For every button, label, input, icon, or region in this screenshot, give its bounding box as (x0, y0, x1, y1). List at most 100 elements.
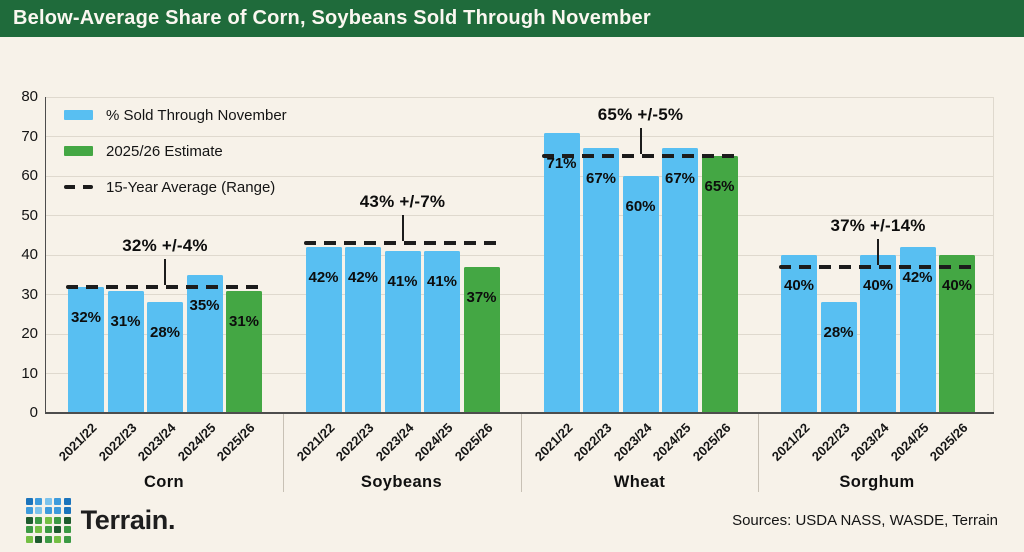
x-tick-text: 2022/23 (808, 420, 853, 464)
bar-corn-2024-25: 35% (186, 274, 223, 413)
bar-wheat-2021-22: 71% (543, 132, 580, 413)
logo-dot (26, 507, 33, 515)
bar-wheat-2023-24: 60% (622, 176, 659, 413)
bar-value-label: 40% (941, 277, 973, 294)
group-label-sorghum: Sorghum (839, 473, 915, 491)
plot-area: 32% 2021/22 31% 2022/23 28% 2023/24 35% 2024/25… (44, 96, 994, 464)
legend-label-estimate: 2025/26 Estimate (106, 142, 223, 160)
logo-dot (63, 507, 71, 515)
logo-dot (54, 526, 62, 534)
chart-title: Below-Average Share of Corn, Soybeans So… (13, 7, 651, 29)
annotation-connector (401, 215, 404, 242)
bar-value-label: 40% (783, 277, 815, 294)
logo-dot (54, 516, 62, 524)
average-annotation-soybeans: 43% +/-7% (359, 192, 446, 212)
average-annotation-sorghum: 37% +/-14% (830, 215, 926, 235)
average-line-wheat (541, 154, 740, 159)
bar-wheat-2025-26: 65% (701, 156, 738, 413)
gridline-10 (46, 373, 993, 374)
y-tick-label-20: 20 (21, 325, 38, 342)
legend-swatch-blue (64, 110, 93, 120)
logo-dot (54, 535, 62, 543)
gridline-60 (46, 175, 993, 177)
logo-dot (54, 507, 62, 515)
bar-corn-2021-22: 32% (68, 286, 104, 413)
x-tick-text: 2022/23 (332, 420, 377, 464)
x-tick-text: 2022/23 (95, 420, 140, 464)
y-tick-label-40: 40 (21, 246, 38, 263)
y-tick-label-50: 50 (21, 206, 38, 224)
bar-value-label: 65% (704, 178, 735, 196)
bar-value-label: 67% (585, 170, 617, 188)
gridline-20 (46, 333, 993, 335)
x-tick-text: 2021/22 (293, 420, 338, 464)
group-divider (282, 414, 284, 492)
x-tick-text: 2025/26 (689, 420, 734, 464)
x-tick-text: 2023/24 (847, 420, 892, 464)
logo-dot (35, 507, 43, 515)
logo-dot (63, 498, 71, 505)
x-tick-text: 2024/25 (174, 420, 219, 464)
legend-swatch-green (64, 146, 93, 156)
logo-dot (63, 535, 71, 543)
x-tick-text: 2021/22 (531, 420, 576, 464)
bar-soybeans-2022-23: 42% (345, 247, 381, 413)
bar-soybeans-2025-26: 37% (463, 266, 500, 413)
x-tick-text: 2025/26 (213, 420, 258, 464)
group-divider (758, 414, 760, 492)
bar-value-label: 71% (546, 154, 577, 172)
logo-dot (63, 516, 71, 524)
bar-sorghum-2024-25: 42% (899, 247, 936, 413)
average-line-corn (66, 284, 264, 289)
group-label-wheat: Wheat (613, 473, 666, 491)
average-line-soybeans (303, 241, 502, 246)
bar-soybeans-2024-25: 41% (424, 251, 460, 413)
logo-dot (44, 498, 52, 505)
y-tick-label-60: 60 (21, 167, 38, 184)
bar-sorghum-2025-26: 40% (939, 255, 975, 413)
terrain-brand: Terrain. (26, 498, 176, 543)
logo-dot (35, 516, 43, 524)
gridline-50 (46, 215, 993, 216)
bar-sorghum-2022-23: 28% (820, 302, 857, 413)
terrain-logo-icon (26, 498, 71, 543)
y-tick-label-0: 0 (29, 404, 38, 421)
x-tick-text: 2023/24 (134, 420, 179, 464)
x-tick-text: 2022/23 (570, 420, 615, 464)
bar-value-label: 28% (823, 324, 854, 342)
legend-label-average: 15-Year Average (Range) (106, 178, 276, 196)
bar-soybeans-2021-22: 42% (305, 247, 342, 413)
bar-sorghum-2023-24: 40% (860, 255, 896, 413)
legend-item-sold: % Sold Through November (64, 104, 287, 126)
logo-dot (63, 526, 71, 534)
legend-label-sold: % Sold Through November (106, 106, 287, 124)
annotation-connector (164, 258, 166, 285)
group-label-soybeans: Soybeans (360, 473, 443, 491)
bar-corn-2025-26: 31% (226, 290, 262, 413)
bar-soybeans-2023-24: 41% (384, 251, 421, 413)
logo-dot (26, 526, 33, 534)
x-axis-line (44, 412, 994, 414)
bar-value-label: 67% (664, 170, 696, 188)
legend-item-estimate: 2025/26 Estimate (64, 140, 287, 162)
x-tick-text: 2021/22 (768, 420, 813, 464)
bar-value-label: 37% (466, 288, 497, 306)
logo-dot (44, 507, 52, 515)
legend-dashed-line-sample (64, 185, 93, 189)
bar-value-label: 28% (149, 324, 181, 342)
annotation-connector (877, 238, 879, 265)
x-tick-text: 2021/22 (55, 420, 100, 464)
x-tick-text: 2024/25 (887, 420, 932, 464)
gridline-70 (46, 136, 993, 137)
bar-value-label: 42% (308, 269, 339, 287)
bar-value-label: 41% (387, 273, 418, 291)
x-tick-text: 2024/25 (649, 420, 694, 464)
average-annotation-corn: 32% +/-4% (122, 235, 208, 255)
gridline-40 (46, 254, 993, 256)
y-tick-label-10: 10 (21, 364, 38, 382)
brand-name: Terrain. (80, 504, 176, 535)
annotation-connector (639, 128, 642, 155)
logo-dot (44, 526, 52, 534)
